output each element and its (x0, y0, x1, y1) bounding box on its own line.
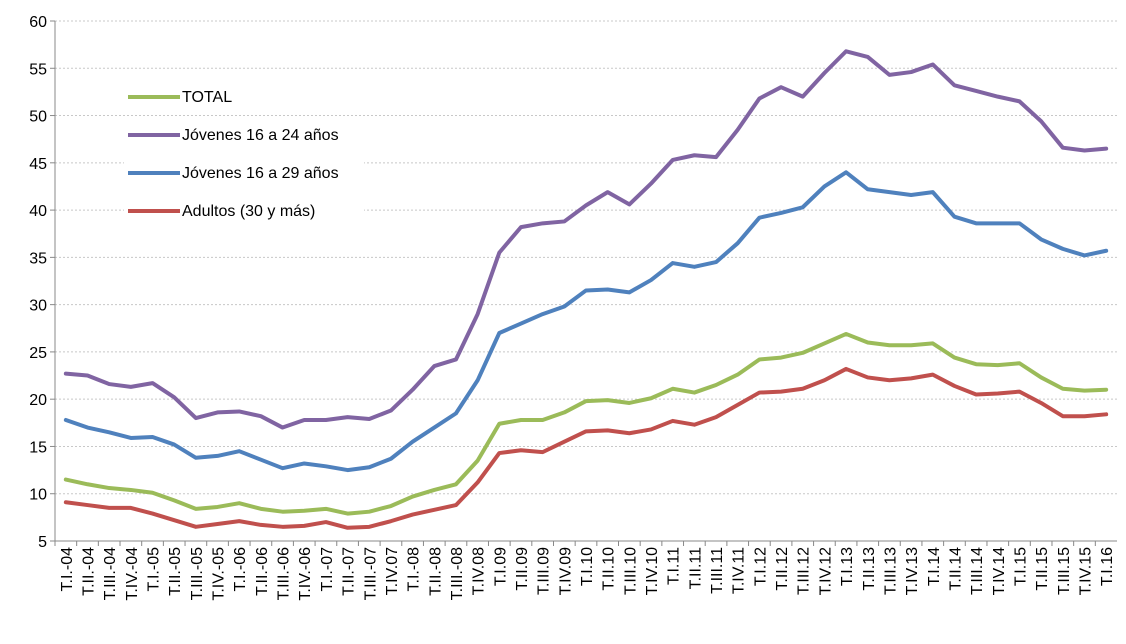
x-tick-label: T.II.13 (861, 547, 878, 591)
x-tick-label: T.III.09 (536, 547, 553, 595)
x-tick-label: T.III.-06 (276, 547, 293, 600)
x-tick-label: T.IV.-04 (124, 547, 141, 601)
x-tick-label: T.IV.14 (991, 547, 1008, 595)
y-tick-label: 15 (29, 439, 47, 456)
x-tick-label: T.III.-07 (362, 547, 379, 600)
x-tick-label: T.IV.09 (557, 547, 574, 595)
series-line (63, 331, 1109, 516)
x-tick-label: T.I.-04 (59, 547, 76, 592)
y-tick-label: 35 (29, 250, 47, 267)
x-tick-label: T.I.15 (1012, 547, 1029, 586)
y-tick-label: 40 (29, 203, 47, 220)
x-tick-label: T.I.10 (579, 547, 596, 586)
x-tick-label: T.II.12 (774, 547, 791, 591)
y-tick-label: 10 (29, 487, 47, 504)
x-tick-label: T.II.10 (601, 547, 618, 591)
x-tick-label: T.II.-07 (341, 547, 358, 596)
x-tick-label: T.IV.12 (817, 547, 834, 595)
legend-label: Adultos (30 y más) (182, 203, 315, 220)
y-tick-label: 25 (29, 345, 47, 362)
x-tick-label: T.IV.13 (904, 547, 921, 595)
x-tick-label: T.III.12 (796, 547, 813, 595)
legend-label: Jóvenes 16 a 24 años (182, 127, 339, 144)
x-tick-label: T.I.16 (1099, 547, 1116, 586)
x-tick-label: T.I.-06 (232, 547, 249, 592)
x-tick-label: T.III.13 (882, 547, 899, 595)
x-tick-label: T.II.09 (514, 547, 531, 591)
x-tick-label: T.IV.-06 (297, 547, 314, 601)
x-tick-label: T.IV.10 (644, 547, 661, 595)
x-tick-label: T.I.13 (839, 547, 856, 586)
x-tick-label: T.IV.11 (731, 547, 748, 594)
series-line (63, 49, 1109, 430)
y-tick-label: 60 (29, 14, 47, 31)
legend-label: TOTAL (182, 89, 232, 106)
x-tick-label: T.I.14 (926, 547, 943, 586)
y-tick-label: 30 (29, 298, 47, 315)
x-tick-label: T.II.-05 (167, 547, 184, 596)
x-tick-label: T.I.09 (492, 547, 509, 586)
x-tick-label: T.III.-04 (102, 547, 119, 600)
x-tick-label: T.I.12 (752, 547, 769, 586)
x-tick-label: T.II.-04 (81, 547, 98, 596)
x-tick-label: T.IV.07 (384, 547, 401, 595)
x-tick-label: T.II.-06 (254, 547, 271, 596)
x-tick-label: T.IV.-05 (211, 547, 228, 601)
x-tick-label: T.II.11 (687, 547, 704, 589)
x-tick-label: T.III.14 (969, 547, 986, 595)
x-tick-label: T.III.10 (622, 547, 639, 595)
x-tick-label: T.III.-08 (449, 547, 466, 600)
y-tick-label: 50 (29, 109, 47, 126)
x-tick-label: T.I.-05 (146, 547, 163, 592)
series-line (63, 170, 1109, 473)
y-tick-label: 5 (38, 534, 47, 551)
x-tick-label: T.II.-08 (427, 547, 444, 596)
x-tick-label: T.III.-05 (189, 547, 206, 600)
legend-label: Jóvenes 16 a 29 años (182, 165, 339, 182)
y-tick-label: 20 (29, 392, 47, 409)
x-tick-label: T.III.15 (1056, 547, 1073, 595)
x-tick-label: T.I.-08 (406, 547, 423, 592)
x-tick-label: T.I.-07 (319, 547, 336, 592)
y-tick-label: 45 (29, 156, 47, 173)
x-tick-label: T.II.15 (1034, 547, 1051, 591)
x-tick-label: T.IV.08 (471, 547, 488, 595)
x-tick-label: T.IV.15 (1077, 547, 1094, 595)
x-tick-label: T.II.14 (947, 547, 964, 591)
x-tick-label: T.III.11 (709, 547, 726, 594)
x-tick-label: T.I.11 (666, 547, 683, 585)
y-tick-label: 55 (29, 61, 47, 78)
series-line (63, 366, 1109, 530)
